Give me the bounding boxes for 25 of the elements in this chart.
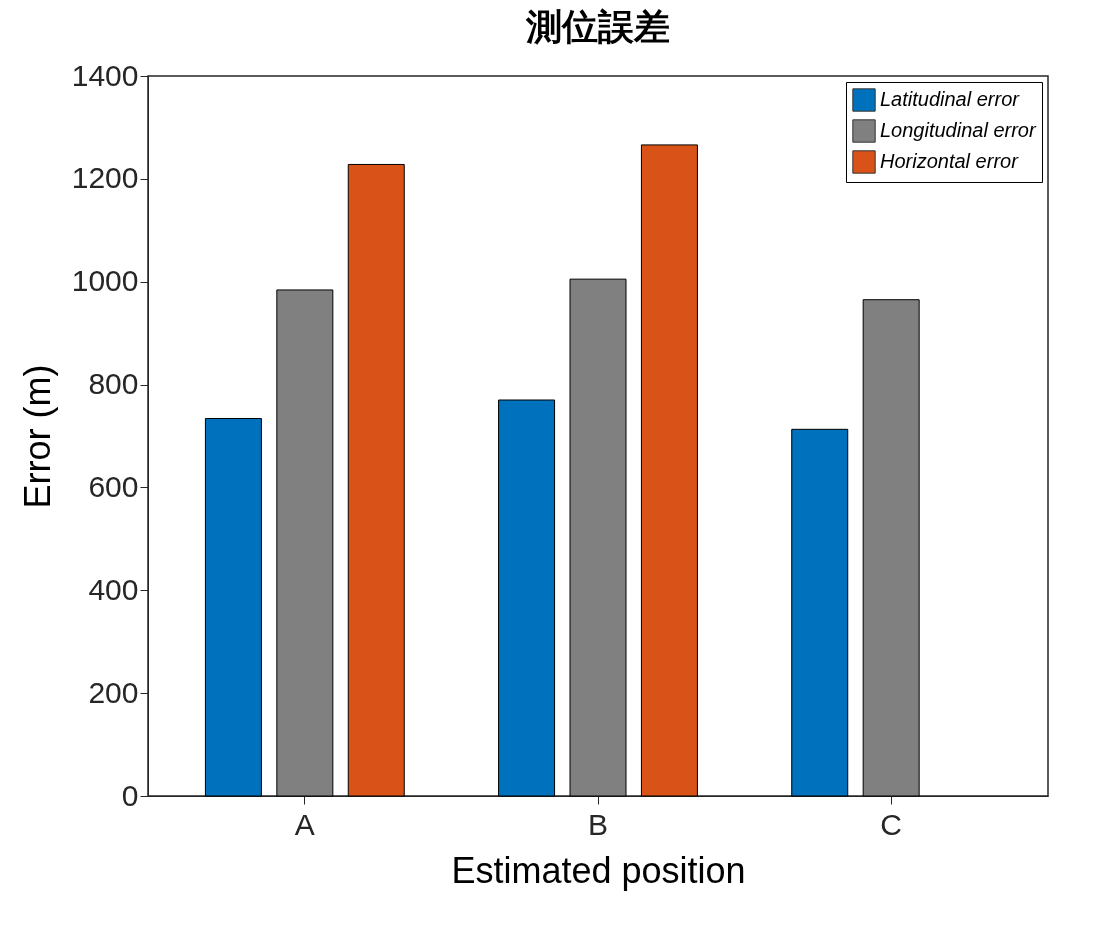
x-tick-label: B: [587, 807, 609, 841]
bar: [347, 163, 405, 797]
y-tick-label: 1000: [71, 264, 139, 298]
y-tick-label: 0: [121, 778, 139, 812]
x-axis-title: Estimated position: [451, 849, 746, 891]
bar: [204, 418, 262, 797]
bar: [640, 144, 698, 797]
legend-label: Horizontal error: [880, 150, 1020, 172]
y-tick-label: 800: [88, 367, 139, 401]
y-tick-label: 400: [88, 572, 139, 606]
y-axis-title: Error (m): [16, 364, 58, 509]
bar: [276, 289, 334, 797]
bar: [862, 299, 920, 797]
y-tick-label: 200: [88, 675, 139, 709]
legend-label: Longitudinal error: [880, 119, 1037, 141]
chart-title: 測位誤差: [525, 6, 670, 47]
y-tick-label: 1200: [71, 161, 139, 195]
legend-label: Latitudinal error: [880, 88, 1021, 110]
y-tick-label: 1400: [71, 58, 139, 92]
x-tick-label: A: [294, 807, 315, 841]
bar: [791, 428, 849, 797]
bar: [569, 278, 627, 797]
x-tick-label: C: [880, 807, 902, 841]
bar: [498, 399, 556, 797]
y-tick-label: 600: [88, 469, 139, 503]
